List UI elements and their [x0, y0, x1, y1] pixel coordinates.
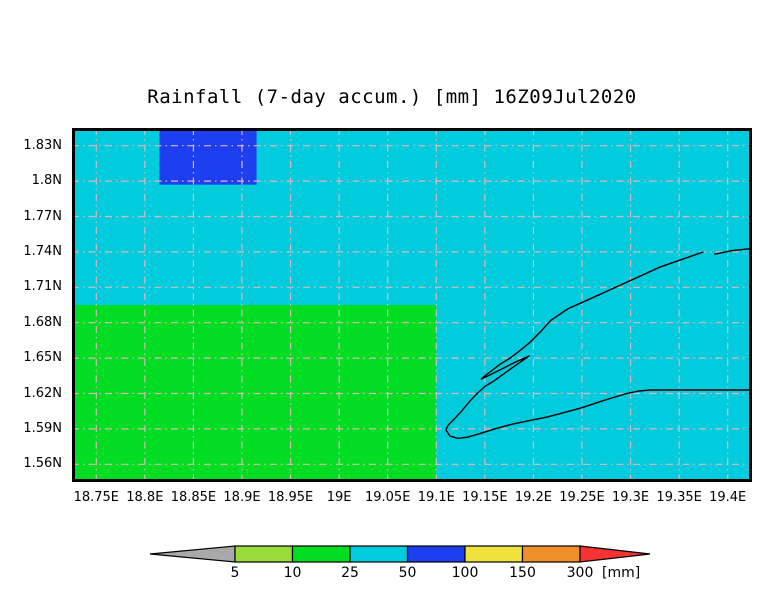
plot-area [72, 128, 752, 482]
y-tick-label: 1.65N [23, 350, 62, 366]
x-tick-label: 18.95E [267, 490, 314, 505]
rainfall-heatmap [72, 128, 752, 482]
y-tick-label: 1.77N [23, 208, 62, 224]
colorbar-over-arrow [579, 545, 651, 563]
colorbar-tick-label: 300 [566, 565, 594, 581]
colorbar-tick-label: 5 [230, 565, 240, 581]
colorbar-swatches [149, 545, 651, 563]
y-tick-label: 1.71N [23, 279, 62, 295]
colorbar-band [349, 545, 409, 563]
x-tick-label: 18.85E [170, 490, 217, 505]
y-tick-label: 1.56N [23, 456, 62, 472]
coastline-path [713, 247, 752, 255]
chart-title: Rainfall (7-day accum.) [mm] 16Z09Jul202… [147, 86, 637, 108]
colorbar-unit-label: [mm] [602, 565, 641, 581]
x-tick-label: 19.15E [462, 490, 508, 505]
x-tick-label: 19E [326, 490, 352, 505]
region-blue-patch [159, 128, 257, 185]
coastline-path [445, 251, 752, 440]
y-tick-label: 1.8N [31, 173, 62, 189]
colorbar-band [406, 545, 466, 563]
x-tick-label: 19.1E [417, 490, 455, 505]
x-tick-label: 19.35E [656, 490, 702, 505]
x-tick-label: 19.3E [611, 490, 650, 505]
x-tick-label: 19.25E [559, 490, 605, 505]
colorbar-band [464, 545, 524, 563]
colorbar-tick-label: 10 [283, 565, 302, 581]
x-tick-label: 19.4E [709, 490, 747, 505]
y-tick-label: 1.62N [23, 385, 62, 401]
x-tick-label: 18.9E [223, 490, 261, 505]
y-tick-label: 1.68N [23, 314, 62, 330]
colorbar-tick-label: 100 [451, 565, 479, 581]
colorbar-tick-label: 150 [509, 565, 536, 581]
y-tick-label: 1.83N [23, 137, 62, 153]
x-tick-label: 18.8E [126, 490, 164, 505]
y-tick-label: 1.59N [23, 420, 62, 436]
x-tick-label: 19.05E [364, 490, 411, 505]
colorbar: 5 10 25 50 100 150 300 [mm] [149, 543, 651, 589]
colorbar-under-arrow [149, 545, 236, 563]
x-tick-label: 19.2E [514, 490, 552, 505]
colorbar-tick-label: 25 [341, 565, 359, 581]
plot-frame [72, 128, 752, 482]
colorbar-band [234, 545, 294, 563]
colorbar-band [521, 545, 581, 563]
colorbar-band [291, 545, 351, 563]
colorbar-tick-label: 50 [398, 565, 417, 581]
y-tick-label: 1.74N [23, 243, 62, 259]
x-tick-label: 18.75E [73, 490, 119, 505]
